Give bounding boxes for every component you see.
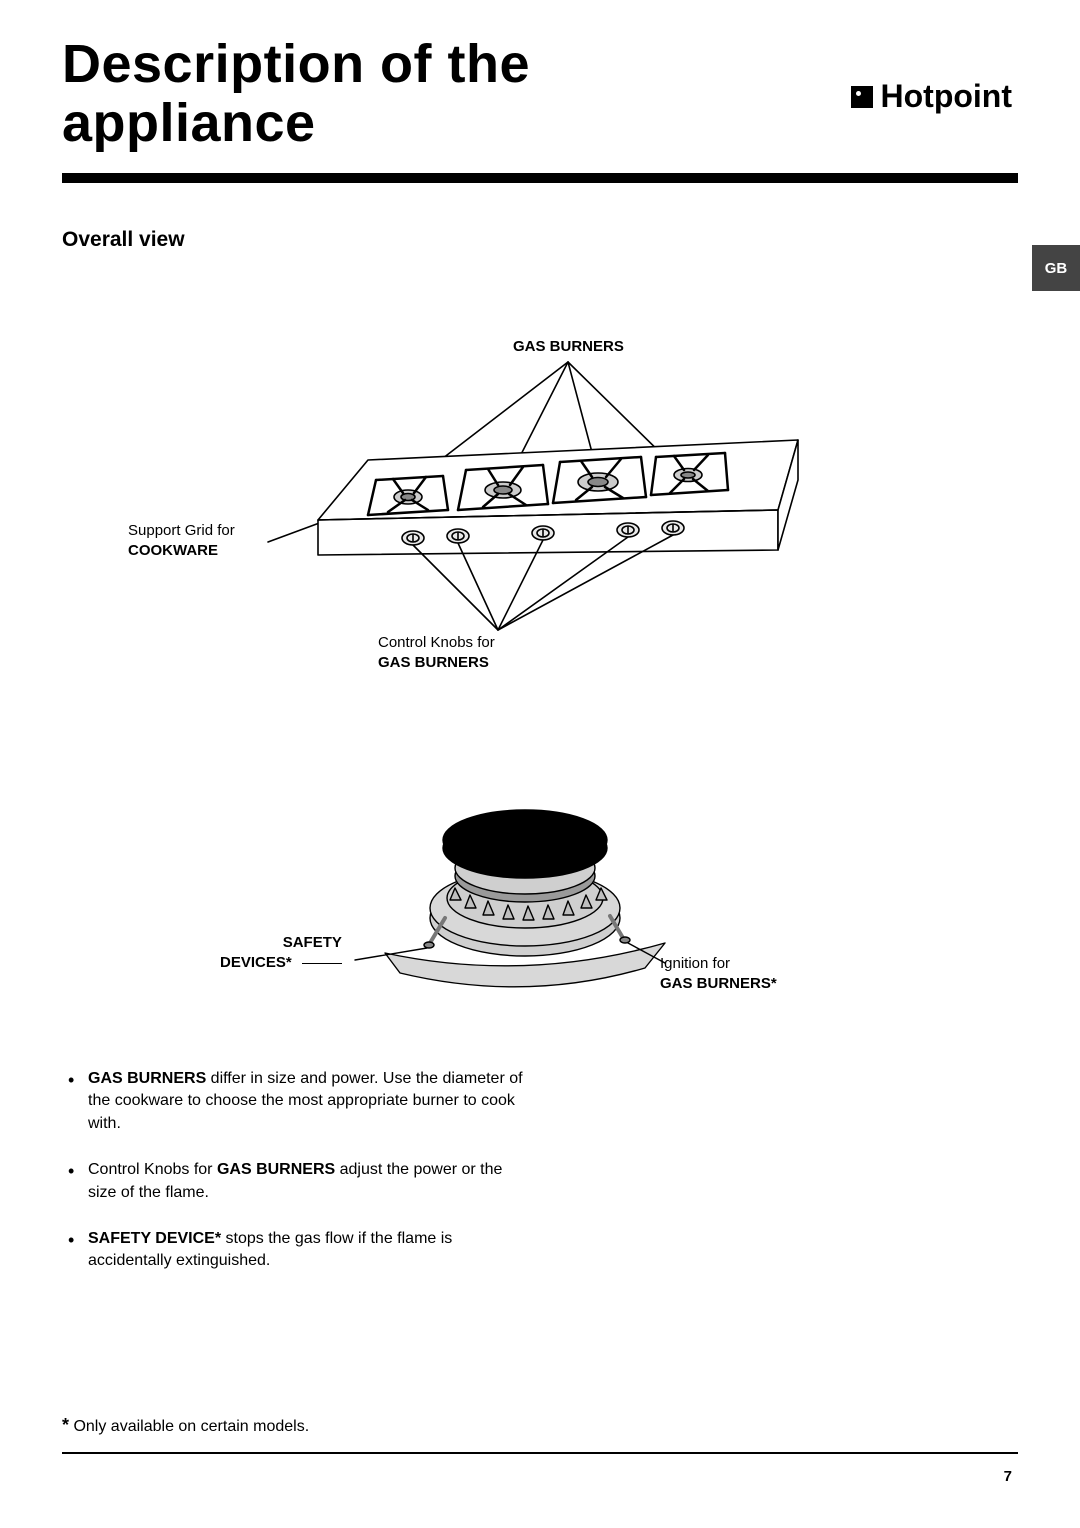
section-heading: Overall view (62, 228, 185, 252)
feature-bullets: GAS BURNERS differ in size and power. Us… (62, 1068, 532, 1297)
label-gas-burners-bottom: GAS BURNERS (378, 654, 489, 671)
footer-rule (62, 1452, 1018, 1454)
bullet-item: Control Knobs for GAS BURNERS adjust the… (62, 1159, 532, 1204)
bullet-bold: GAS BURNERS (217, 1161, 335, 1178)
page-title: Description of the appliance (62, 35, 622, 154)
footnote-star: * (62, 1415, 69, 1435)
footnote-text: Only available on certain models. (69, 1418, 309, 1435)
label-safety-bold1: SAFETY (283, 934, 342, 951)
title-line-2: appliance (62, 93, 316, 153)
language-tab: GB (1032, 245, 1080, 291)
label-safety-bold2: DEVICES* (220, 954, 292, 971)
label-safety-devices: SAFETY DEVICES* (220, 933, 342, 974)
bullet-item: SAFETY DEVICE* stops the gas flow if the… (62, 1228, 532, 1273)
page-number: 7 (1004, 1468, 1012, 1485)
header-rule (62, 173, 1018, 183)
brand-name: Hotpoint (881, 78, 1013, 115)
title-line-1: Description of the (62, 34, 530, 94)
document-page: Description of the appliance Hotpoint Ov… (0, 0, 1080, 1528)
bullet-bold: GAS BURNERS (88, 1070, 206, 1087)
label-support-grid-pre: Support Grid for (128, 522, 235, 539)
hob-illustration (298, 350, 828, 640)
bullet-pre: Control Knobs for (88, 1161, 217, 1178)
bullet-bold: SAFETY DEVICE* (88, 1230, 221, 1247)
bullet-item: GAS BURNERS differ in size and power. Us… (62, 1068, 532, 1135)
label-support-grid: Support Grid for COOKWARE (128, 521, 235, 562)
burner-illustration (375, 768, 685, 998)
safety-leader (302, 963, 342, 964)
brand-logo-icon (851, 86, 873, 108)
footnote: * Only available on certain models. (62, 1415, 309, 1436)
brand-logo: Hotpoint (851, 78, 1013, 115)
diagram-burner-detail: SAFETY DEVICES* Ignition for GAS BURNERS… (220, 768, 860, 1028)
diagram-hob-overview: GAS BURNERS Support Grid for COOKWARE Co… (128, 338, 908, 678)
label-cookware-bold: COOKWARE (128, 542, 218, 559)
